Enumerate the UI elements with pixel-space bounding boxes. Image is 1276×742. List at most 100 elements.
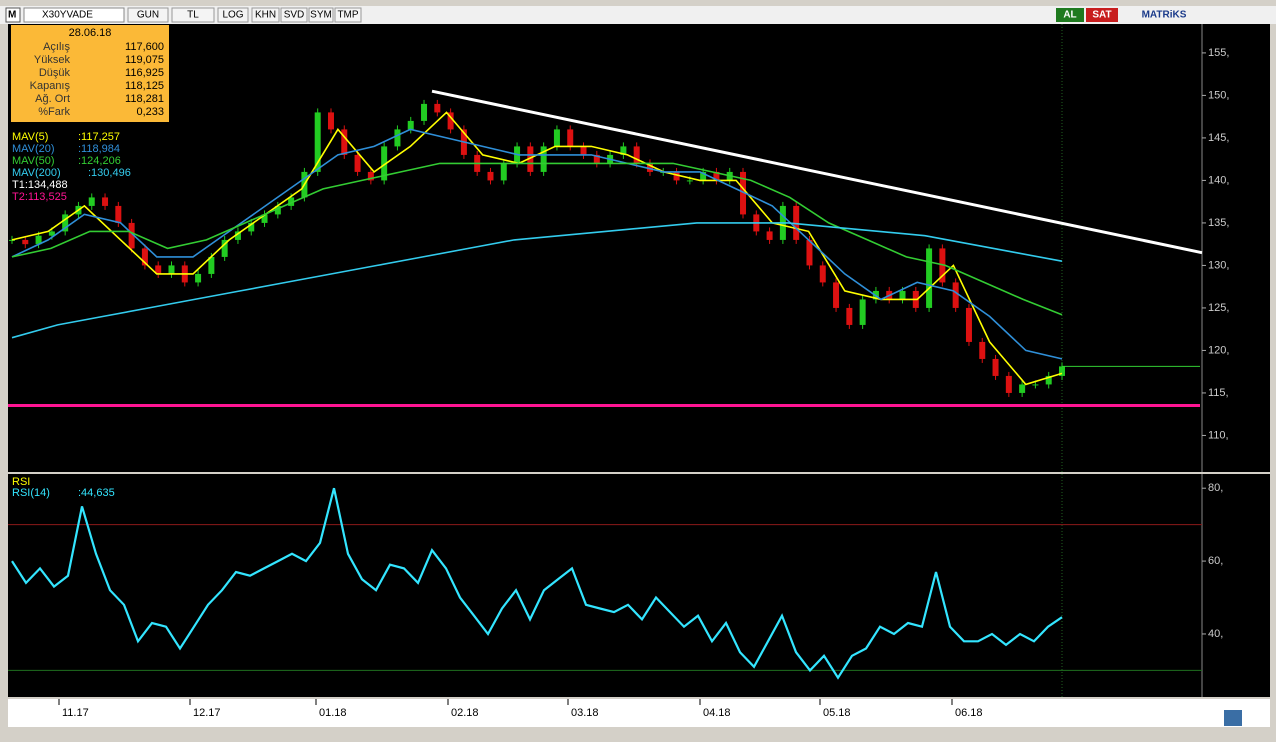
- candle: [327, 112, 334, 130]
- candle: [527, 146, 534, 172]
- candle: [540, 146, 547, 172]
- toolbar-button-label: SYM: [310, 10, 332, 21]
- candle: [62, 214, 69, 232]
- candle: [1005, 375, 1012, 393]
- t2-label: T2:113,525: [12, 191, 67, 203]
- sell-button[interactable]: [1086, 8, 1118, 22]
- candle: [646, 163, 653, 172]
- candle: [274, 205, 281, 215]
- info-label: Düşük: [39, 67, 71, 79]
- x-tick-label: 04.18: [703, 707, 731, 719]
- nav-button[interactable]: [1224, 710, 1242, 726]
- candle: [740, 171, 747, 215]
- toolbar-button-label: KHN: [255, 10, 276, 21]
- x-tick-label: 05.18: [823, 707, 851, 719]
- x-tick-label: 06.18: [955, 707, 983, 719]
- candle: [288, 197, 295, 206]
- rsi-y-tick-label: 60,: [1208, 555, 1223, 567]
- candle: [367, 171, 374, 181]
- candle: [407, 120, 414, 130]
- info-value: 0,233: [136, 106, 164, 118]
- candle: [128, 222, 135, 249]
- candle: [341, 129, 348, 155]
- candle: [500, 163, 507, 181]
- candle: [261, 214, 268, 223]
- info-label: %Fark: [38, 106, 70, 118]
- y-tick-label: 115,: [1208, 387, 1229, 399]
- toolbar-button-label: TL: [187, 10, 199, 21]
- candle: [35, 235, 42, 245]
- candle: [102, 197, 109, 206]
- rsi-panel: [8, 474, 1270, 697]
- candle: [1019, 384, 1026, 393]
- info-value: 118,125: [125, 80, 164, 92]
- toolbar-button[interactable]: [171, 7, 215, 23]
- candle: [926, 248, 933, 308]
- toolbar-button[interactable]: [217, 7, 249, 23]
- ma-line: [11, 128, 1063, 360]
- candle: [553, 129, 560, 147]
- candle: [965, 307, 972, 342]
- buy-button[interactable]: [1056, 8, 1084, 22]
- candle: [248, 222, 255, 232]
- rsi-y-tick-label: 40,: [1208, 628, 1223, 640]
- toolbar-button[interactable]: [308, 7, 334, 23]
- ma-line: [11, 162, 1063, 316]
- candle: [1032, 384, 1039, 386]
- legend-name: MAV(20): [12, 143, 55, 155]
- candle: [1045, 375, 1052, 385]
- candle: [314, 112, 321, 172]
- y-tick-label: 120,: [1208, 344, 1229, 356]
- toolbar-button-label: TMP: [337, 10, 358, 21]
- y-tick-label: 135,: [1208, 217, 1229, 229]
- x-tick-label: 11.17: [62, 707, 89, 719]
- candle: [487, 171, 494, 181]
- candle: [979, 341, 986, 359]
- candle: [992, 358, 999, 376]
- info-label: Yüksek: [34, 54, 71, 66]
- logo: M: [8, 10, 16, 21]
- info-value: 118,281: [125, 93, 164, 105]
- candle: [700, 171, 707, 181]
- candle: [580, 146, 587, 155]
- y-tick-label: 130,: [1208, 259, 1229, 271]
- rsi-line: [11, 487, 1063, 680]
- toolbar-button[interactable]: [127, 7, 169, 23]
- candle: [633, 146, 640, 164]
- symbol: X30YVADE: [42, 10, 93, 21]
- candle: [899, 290, 906, 300]
- info-value: 116,925: [125, 67, 164, 79]
- rsi-title: RSI: [12, 476, 30, 488]
- legend-value: :130,496: [88, 167, 131, 179]
- candle: [208, 256, 215, 274]
- toolbar-button-label: GUN: [137, 10, 159, 21]
- legend-name: MAV(50): [12, 155, 55, 167]
- toolbar-button[interactable]: [280, 7, 308, 23]
- info-value: 117,600: [125, 41, 164, 53]
- candle: [952, 282, 959, 308]
- ma-line: [11, 222, 1063, 339]
- candle: [567, 129, 574, 147]
- toolbar-button[interactable]: [334, 7, 362, 23]
- info-label: Açılış: [43, 41, 70, 53]
- y-tick-label: 150,: [1208, 89, 1229, 101]
- t1-label: T1:134,488: [12, 179, 68, 191]
- info-box: [11, 25, 169, 122]
- toolbar-button[interactable]: [251, 7, 280, 23]
- candle: [673, 171, 680, 181]
- logo-box: [5, 7, 21, 23]
- y-tick-label: 125,: [1208, 302, 1229, 314]
- x-axis-strip: [8, 699, 1270, 727]
- legend-value: :118,984: [78, 143, 120, 155]
- x-tick-label: 02.18: [451, 707, 479, 719]
- candle: [819, 265, 826, 283]
- candle: [434, 103, 441, 113]
- candle: [394, 129, 401, 147]
- info-date: 28.06.18: [69, 27, 112, 39]
- candle: [88, 197, 95, 206]
- candle: [859, 299, 866, 325]
- symbol-box[interactable]: [23, 7, 125, 23]
- y-tick-label: 145,: [1208, 132, 1229, 144]
- toolbar-button-label: LOG: [222, 10, 243, 21]
